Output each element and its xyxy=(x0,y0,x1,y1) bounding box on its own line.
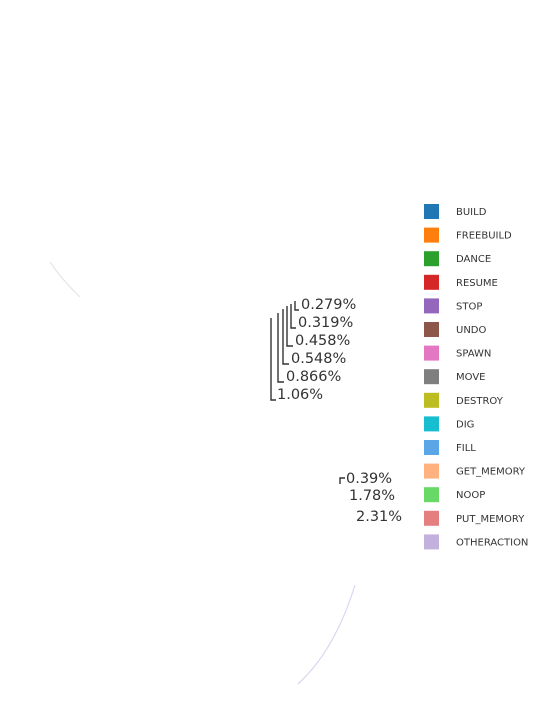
legend-item[interactable]: DESTROY xyxy=(424,393,504,408)
leader-line xyxy=(271,318,276,400)
legend-swatch xyxy=(424,204,439,219)
leader-line xyxy=(295,301,299,310)
legend-label: STOP xyxy=(456,301,482,312)
legend-swatch xyxy=(424,393,439,408)
legend-label: DANCE xyxy=(456,254,491,265)
percent-label: 0.866% xyxy=(286,369,341,385)
legend-swatch xyxy=(424,346,439,361)
legend-item[interactable]: UNDO xyxy=(424,322,487,337)
legend-label: GET_MEMORY xyxy=(456,467,526,478)
legend-item[interactable]: OTHERACTION xyxy=(424,534,528,549)
legend-swatch xyxy=(424,534,439,549)
legend-item[interactable]: BUILD xyxy=(424,204,487,219)
legend-item[interactable]: MOVE xyxy=(424,369,485,384)
legend-label: OTHERACTION xyxy=(456,537,528,548)
percent-label: 0.548% xyxy=(291,351,346,367)
legend-label: SPAWN xyxy=(456,349,491,360)
percent-label: 0.458% xyxy=(295,333,350,349)
percent-label: 0.39% xyxy=(346,471,392,487)
pie-slice-edge-upper-left xyxy=(50,262,80,297)
legend-label: NOOP xyxy=(456,490,485,501)
legend-swatch xyxy=(424,511,439,526)
legend-swatch xyxy=(424,298,439,313)
legend-item[interactable]: GET_MEMORY xyxy=(424,464,526,479)
legend-label: FILL xyxy=(456,443,476,454)
legend-swatch xyxy=(424,369,439,384)
legend-label: RESUME xyxy=(456,278,498,289)
legend-item[interactable]: RESUME xyxy=(424,275,498,290)
pie-slice-edge-lower-right xyxy=(298,585,355,684)
percent-label: 0.319% xyxy=(298,315,353,331)
legend-label: PUT_MEMORY xyxy=(456,514,525,525)
legend-label: MOVE xyxy=(456,372,485,383)
legend-swatch xyxy=(424,322,439,337)
legend-label: DIG xyxy=(456,419,474,430)
legend-item[interactable]: STOP xyxy=(424,298,482,313)
legend-swatch xyxy=(424,440,439,455)
legend-item[interactable]: NOOP xyxy=(424,487,485,502)
leader-line xyxy=(340,478,345,484)
legend-item[interactable]: FREEBUILD xyxy=(424,228,512,243)
legend-label: UNDO xyxy=(456,325,487,336)
legend-swatch xyxy=(424,416,439,431)
percent-label: 2.31% xyxy=(356,509,402,525)
legend-swatch xyxy=(424,464,439,479)
percent-label: 1.06% xyxy=(277,387,323,403)
legend-label: DESTROY xyxy=(456,396,504,407)
legend-item[interactable]: FILL xyxy=(424,440,476,455)
leader-line xyxy=(283,309,289,364)
percent-labels: 0.279% 0.319% 0.458% 0.548% 0.866% 1.06% 0.39%… xyxy=(277,297,402,525)
leader-line xyxy=(287,306,293,346)
legend-swatch xyxy=(424,487,439,502)
legend-swatch xyxy=(424,275,439,290)
legend-swatch xyxy=(424,251,439,266)
legend-item[interactable]: PUT_MEMORY xyxy=(424,511,525,526)
legend-swatch xyxy=(424,228,439,243)
percent-label: 0.279% xyxy=(301,297,356,313)
legend-item[interactable]: SPAWN xyxy=(424,346,491,361)
legend-item[interactable]: DANCE xyxy=(424,251,491,266)
percent-label: 1.78% xyxy=(349,488,395,504)
legend: BUILD FREEBUILD DANCE RESUME STOP UNDO SPAWN MO… xyxy=(424,204,528,549)
legend-item[interactable]: DIG xyxy=(424,416,474,431)
legend-label: BUILD xyxy=(456,207,487,218)
legend-label: FREEBUILD xyxy=(456,231,512,242)
